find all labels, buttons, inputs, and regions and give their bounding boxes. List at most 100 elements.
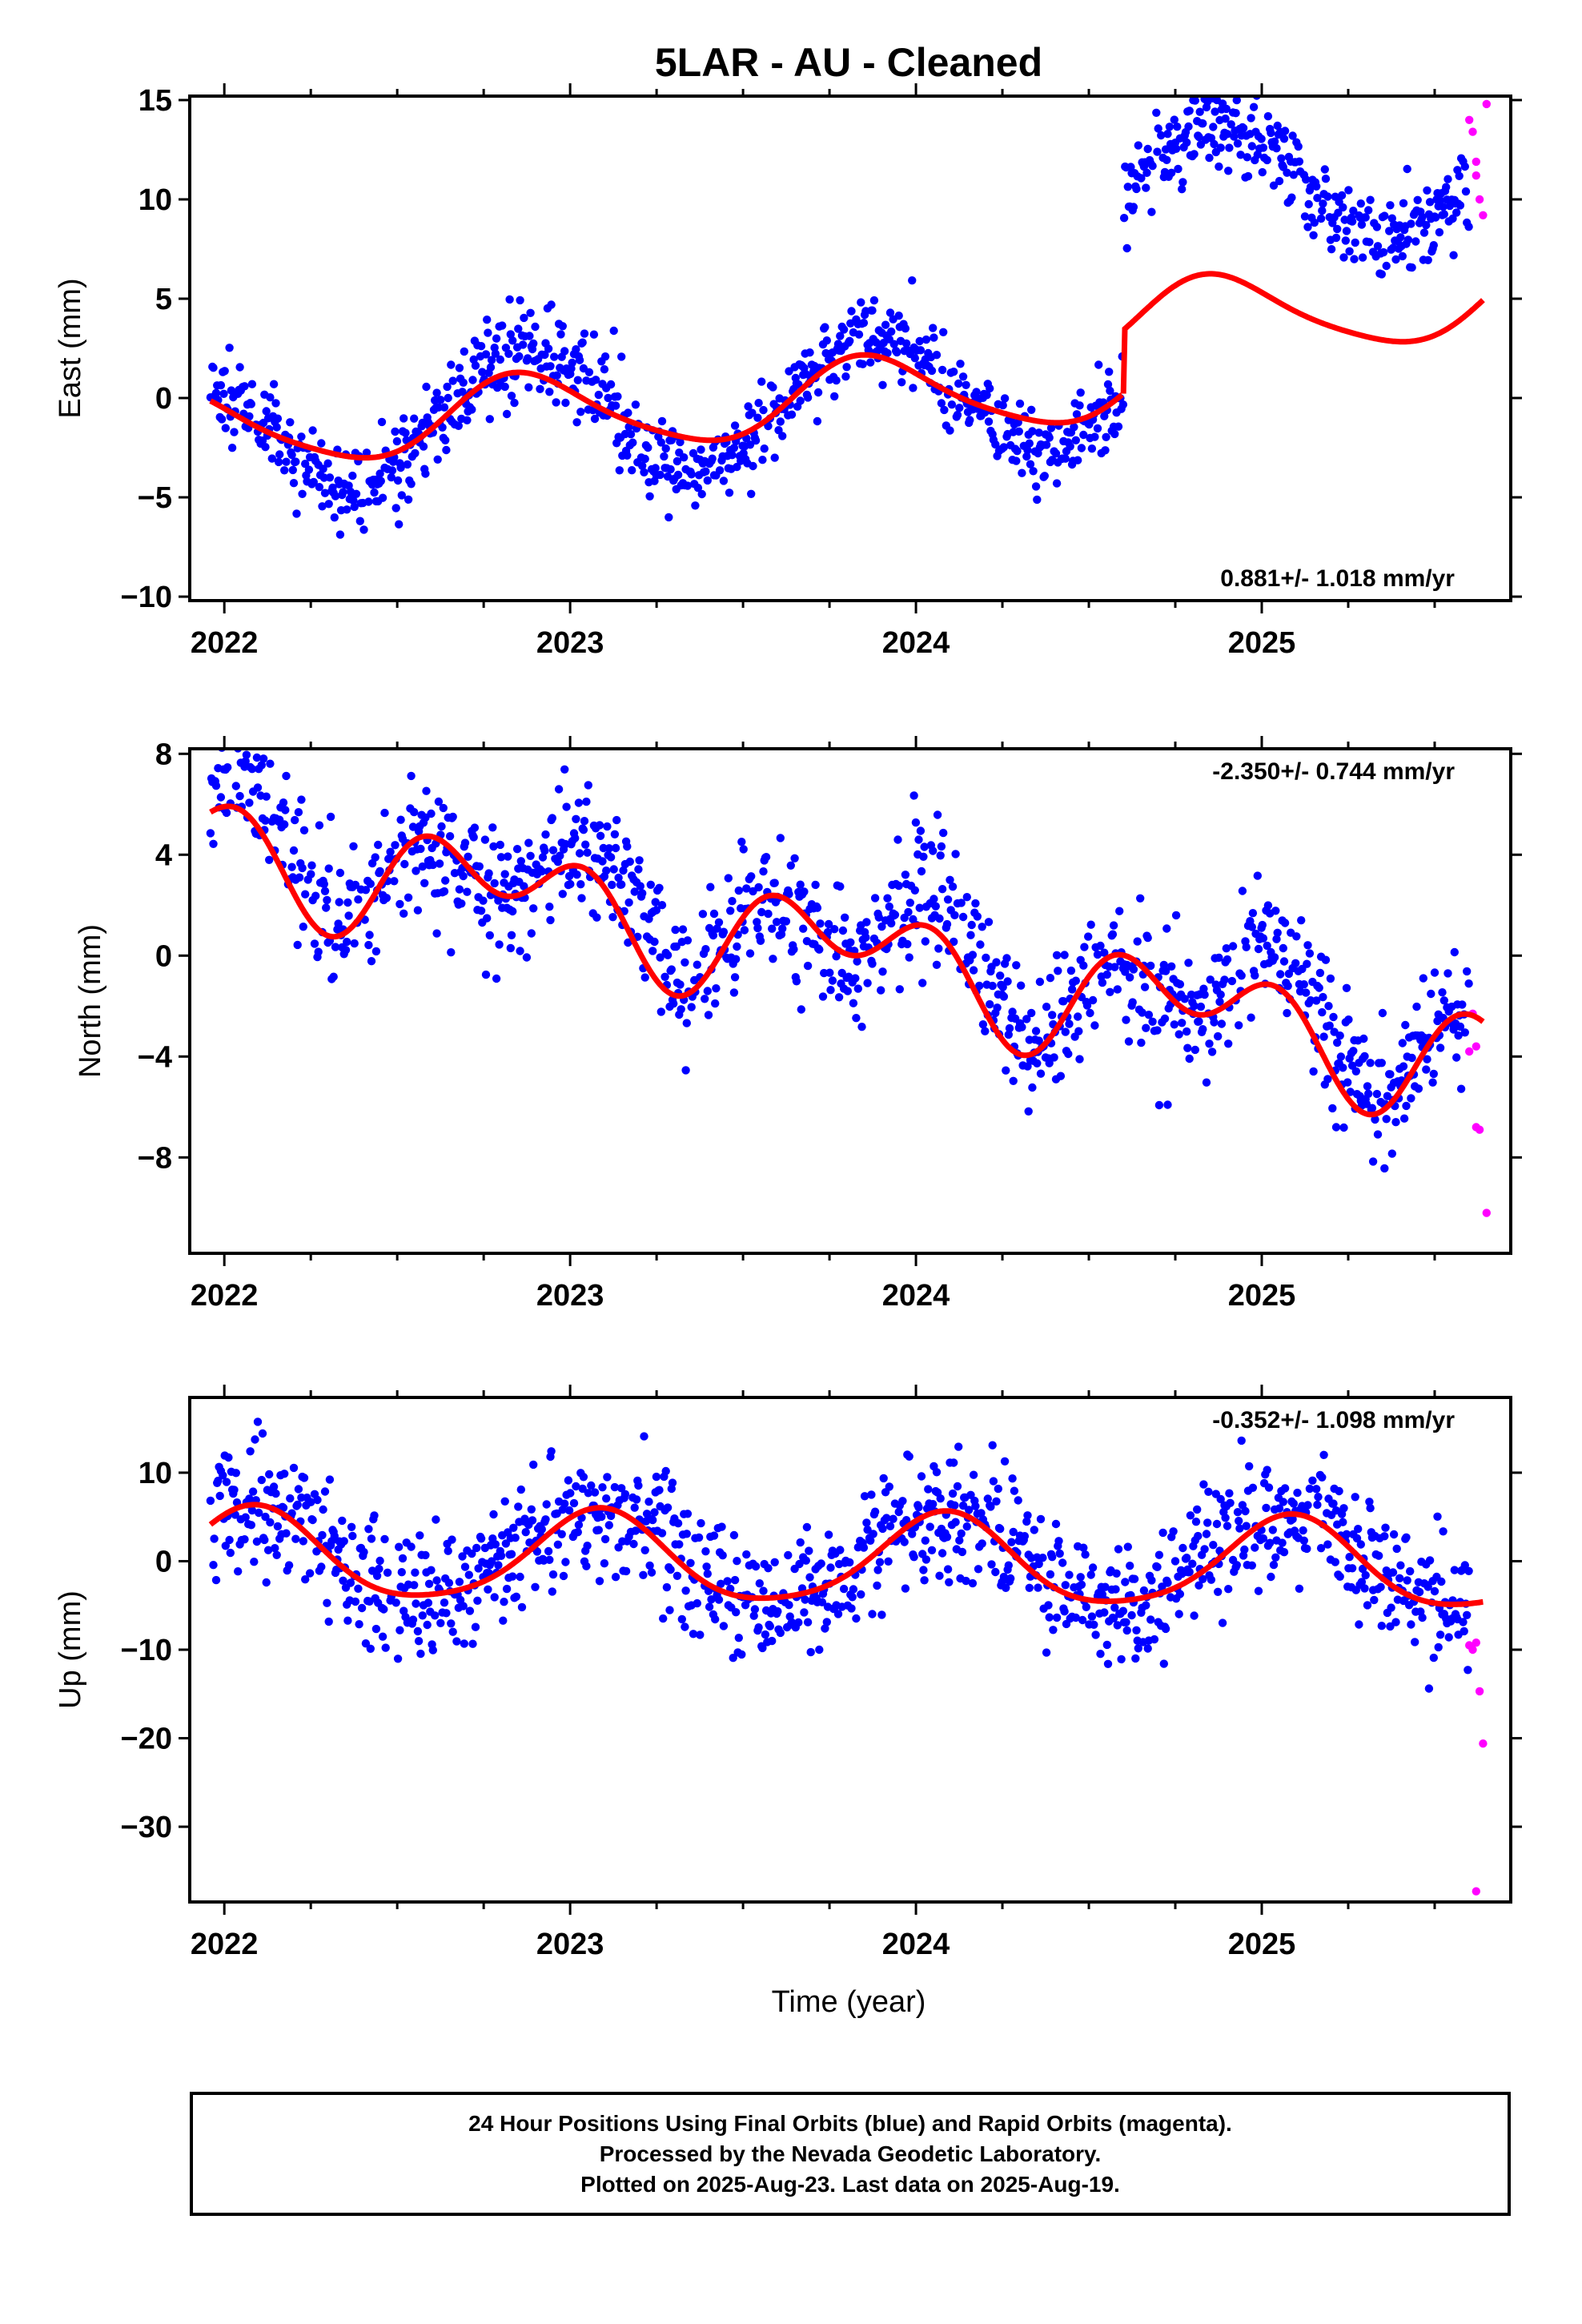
data-point [1204,1487,1213,1497]
data-point [223,763,232,772]
data-point [463,887,472,896]
data-point [815,945,824,954]
data-point [730,1575,740,1585]
data-point [877,1610,886,1619]
x-tick-label: 2023 [536,1928,604,1961]
data-point [873,1581,881,1590]
data-point [1215,953,1223,963]
data-point [245,1494,254,1503]
data-point [838,926,848,935]
data-point [298,863,307,873]
data-point [894,312,903,320]
data-point [457,899,466,908]
data-point [1015,399,1025,408]
data-point [1079,1543,1088,1552]
data-point [797,1005,805,1014]
data-point [240,1535,249,1544]
data-point [1223,955,1232,964]
data-point [1060,951,1069,959]
data-point [994,1484,1003,1494]
data-point [252,1537,262,1546]
data-point [1079,961,1088,970]
data-point [1067,985,1077,994]
data-point [644,443,652,452]
data-point [1025,439,1034,448]
velocity-label: 0.881+/- 1.018 mm/yr [1220,565,1455,592]
data-point [749,1611,758,1620]
data-point [1386,1622,1395,1631]
data-point [1443,175,1452,183]
data-point [1091,1630,1100,1639]
data-point [866,358,875,367]
data-point [885,308,895,317]
data-point [514,324,523,333]
data-point [600,365,609,374]
data-point [1137,1038,1146,1047]
data-point [1154,1550,1164,1559]
data-point [1103,380,1113,389]
data-point [932,1468,942,1477]
data-point [560,765,569,774]
data-point [986,384,994,393]
data-point [541,830,550,839]
data-point [1190,1611,1199,1620]
data-point [523,354,532,363]
data-point [375,866,384,876]
data-point [297,795,306,804]
data-point [872,338,881,347]
data-point [301,890,310,899]
data-point [1154,1100,1164,1110]
data-point [1363,1082,1372,1091]
data-point [1086,1570,1095,1579]
data-point [1269,181,1279,190]
data-point [1333,1038,1342,1047]
data-point [1309,1067,1318,1076]
data-point [471,361,480,370]
data-point [623,842,632,851]
data-point [701,467,710,476]
data-point [1315,968,1325,978]
data-point [496,840,504,850]
data-point [669,999,678,1008]
data-point [1122,1626,1131,1635]
data-point [1150,1634,1159,1644]
data-point [753,413,762,422]
data-point [933,810,942,819]
data-point [410,1581,419,1590]
data-point [1106,386,1114,396]
data-point [615,466,624,475]
data-point [1217,1019,1227,1028]
data-point [1459,1618,1468,1626]
data-point [935,1571,944,1580]
model-fit-line [209,271,1485,461]
data-point [487,1557,496,1566]
data-point [1222,104,1231,114]
data-point [1061,1027,1070,1036]
data-point [1157,131,1166,140]
data-point [427,809,436,818]
data-point [1283,982,1292,991]
data-point [1385,227,1394,235]
data-point [209,839,218,849]
data-point [778,924,787,933]
data-point [411,448,420,458]
data-point [836,332,845,340]
data-point [1042,440,1051,449]
data-point [1202,1530,1211,1538]
data-point [877,922,886,931]
data-point [1009,1527,1018,1537]
data-point [991,1567,1000,1577]
data-point [1167,962,1176,971]
data-point [1175,1590,1185,1598]
y-tick-label: 15 [139,84,172,118]
data-point [295,873,304,882]
x-tick-label: 2023 [536,626,604,660]
data-point [496,1551,506,1561]
data-point [770,879,779,887]
data-point [781,917,791,926]
data-point [638,461,647,470]
data-point [924,1485,933,1494]
data-point [1266,1538,1275,1547]
data-point [613,392,622,401]
data-point [293,1500,302,1510]
